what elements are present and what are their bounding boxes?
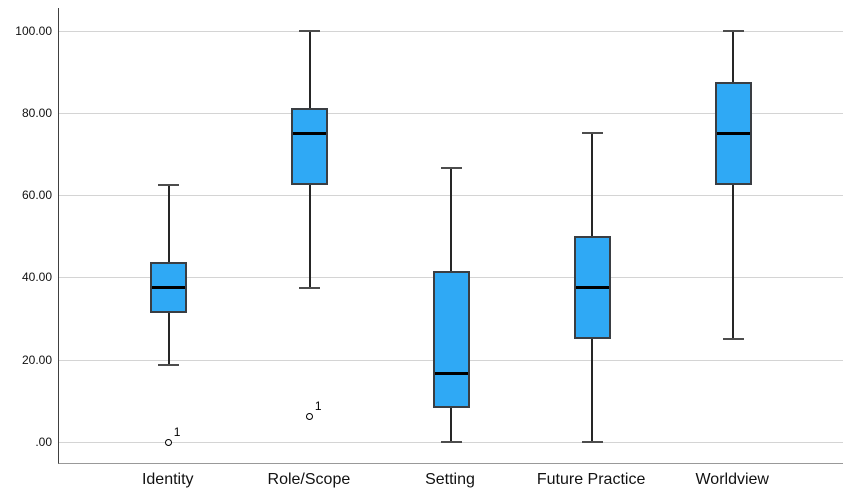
box	[573, 236, 611, 340]
whisker-cap-top	[722, 29, 744, 32]
y-tick-label: 60.00	[21, 188, 52, 203]
x-category-label: Identity	[141, 471, 194, 488]
whisker-cap-bottom	[581, 441, 603, 443]
x-category-label: Future Practice	[536, 471, 646, 488]
x-category-label: Setting	[425, 471, 475, 488]
whisker-cap-top	[158, 183, 180, 186]
median-line	[575, 286, 609, 290]
median-line	[716, 131, 750, 135]
y-tick-label: 40.00	[21, 270, 52, 285]
y-tick-label: .00	[35, 435, 52, 449]
y-tick-label: 100.00	[15, 23, 52, 38]
outlier-label: 1	[173, 425, 181, 439]
whisker-cap-bottom	[440, 441, 462, 443]
whisker-cap-bottom	[158, 363, 180, 366]
box	[714, 81, 752, 185]
box	[291, 107, 329, 185]
x-category-label: Worldview	[695, 471, 769, 488]
whisker-cap-bottom	[722, 338, 744, 341]
outlier-label: 1	[314, 399, 322, 414]
gridline	[59, 30, 843, 32]
median-line	[293, 131, 327, 135]
median-line	[434, 371, 468, 375]
whisker-cap-bottom	[299, 286, 321, 289]
x-category-label: Role/Scope	[267, 471, 351, 488]
y-tick-label: 20.00	[21, 352, 52, 367]
gridline	[59, 112, 843, 114]
box	[432, 270, 470, 408]
whisker-line	[732, 30, 735, 340]
whisker-cap-top	[299, 29, 321, 32]
median-line	[152, 286, 186, 290]
whisker-cap-top	[581, 132, 603, 135]
box	[150, 261, 188, 314]
outlier-point	[306, 412, 314, 420]
y-tick-label: 80.00	[21, 105, 52, 120]
whisker-cap-top	[440, 166, 462, 169]
outlier-point	[165, 438, 173, 446]
